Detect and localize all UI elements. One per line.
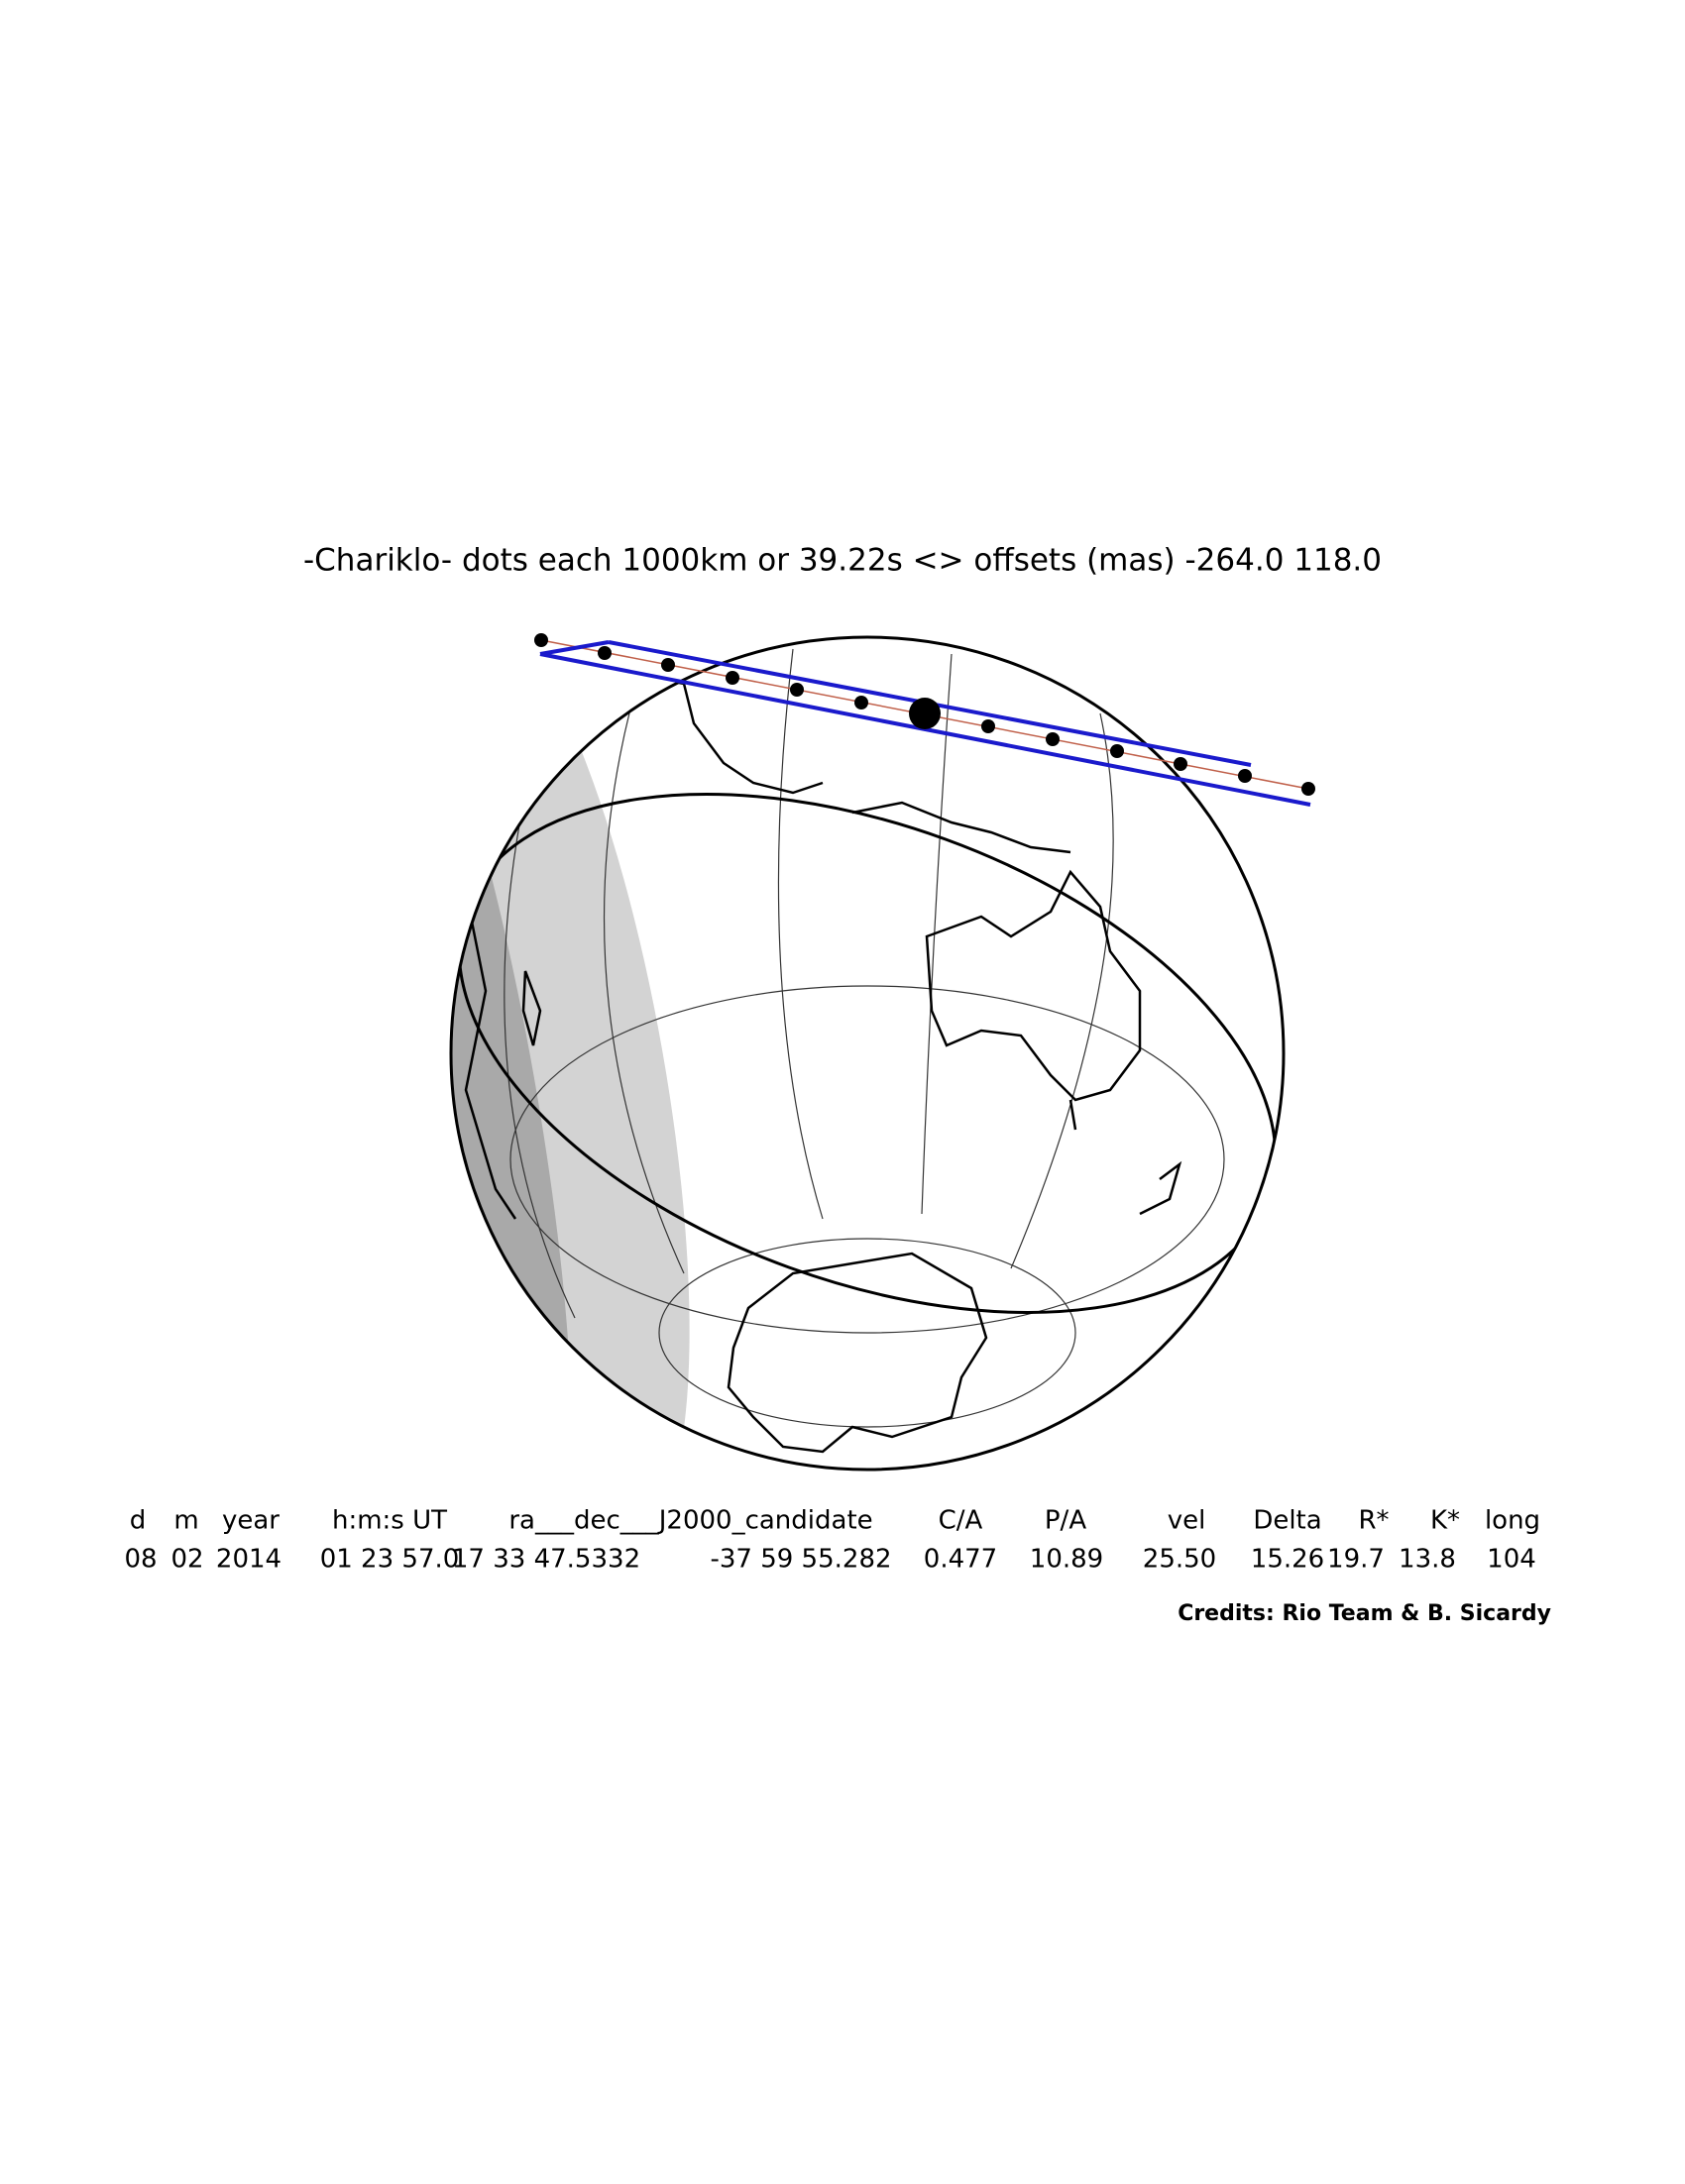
column-value: 2014 — [216, 1545, 281, 1575]
column-value: 17 33 47.5332 — [452, 1545, 640, 1575]
column-header: Delta — [1253, 1506, 1321, 1536]
column-header: year — [222, 1506, 280, 1536]
coastlines — [464, 672, 1182, 1454]
shadow-path — [534, 633, 1315, 807]
column-value: 13.8 — [1399, 1545, 1456, 1575]
column-header: long — [1485, 1506, 1540, 1536]
column-value: 15.26 — [1251, 1545, 1324, 1575]
credits: Credits: Rio Team & B. Sicardy — [1178, 1601, 1551, 1626]
column-header: R* — [1358, 1506, 1389, 1536]
column-header: m — [173, 1506, 198, 1536]
column-header: d — [130, 1506, 147, 1536]
column-value: 02 — [170, 1545, 203, 1575]
graticule — [504, 648, 1225, 1428]
title: -Chariklo- dots each 1000km or 39.22s <>… — [303, 543, 1382, 579]
globe — [449, 635, 1286, 1472]
column-value: -37 59 55.282 — [710, 1545, 891, 1575]
column-value: 19.7 — [1327, 1545, 1385, 1575]
column-value: 104 — [1487, 1545, 1536, 1575]
column-header: P/A — [1045, 1506, 1086, 1536]
event-table: d m year h:m:s UT ra___dec___J2000_candidate… — [124, 1506, 1540, 1575]
column-value: 01 23 57.0 — [320, 1545, 460, 1575]
column-header: vel — [1168, 1506, 1206, 1536]
column-header: C/A — [939, 1506, 983, 1536]
column-value: 0.477 — [924, 1545, 997, 1575]
column-header: ra___dec___J2000_candidate — [508, 1506, 872, 1536]
column-header: h:m:s UT — [332, 1506, 447, 1536]
column-value: 25.50 — [1143, 1545, 1216, 1575]
column-value: 10.89 — [1030, 1545, 1103, 1575]
column-header: K* — [1430, 1506, 1460, 1536]
column-value: 08 — [124, 1545, 157, 1575]
